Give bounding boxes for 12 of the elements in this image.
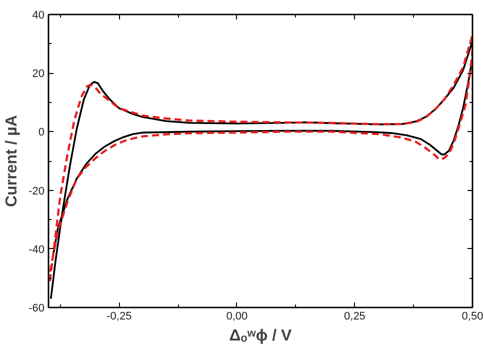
y-tick-label: 40: [32, 10, 45, 22]
y-tick-label: -40: [28, 244, 45, 256]
x-tick-label: 0,50: [462, 310, 484, 322]
y-tick-label: 20: [32, 68, 45, 80]
x-tick-label: 0,00: [226, 310, 248, 322]
x-tick-label: -0,25: [106, 310, 132, 322]
y-tick-label: 0: [38, 126, 45, 139]
y-axis-title: Current / µA: [4, 114, 21, 207]
x-axis-title: Δₒʷϕ / V: [229, 328, 292, 344]
y-tick-label: -20: [28, 185, 45, 198]
x-tick-label: 0,25: [344, 310, 366, 322]
y-tick-label: -60: [28, 302, 45, 314]
